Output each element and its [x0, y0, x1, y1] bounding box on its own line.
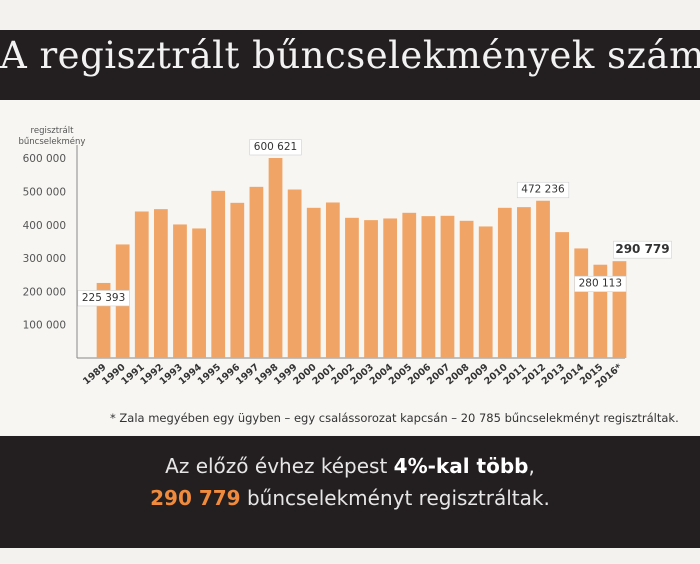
bar	[459, 220, 474, 358]
bar	[325, 202, 340, 358]
summary-number: 290 779	[150, 486, 241, 510]
bar	[402, 212, 417, 358]
data-label: 290 779	[615, 242, 669, 256]
data-label-box	[613, 240, 672, 259]
y-axis-label-line: regisztrált	[31, 126, 75, 136]
bar	[173, 224, 187, 358]
bar	[153, 209, 168, 358]
summary-line-2-rest: bűncselekményt regisztráltak.	[240, 486, 550, 510]
bar	[383, 218, 398, 358]
summary-percent: 4%-kal több	[393, 454, 529, 478]
y-tick-label: 400 000	[23, 220, 66, 232]
bar	[249, 186, 264, 358]
summary-line-1-post: ,	[528, 454, 535, 478]
y-tick-label: 600 000	[23, 153, 66, 165]
y-tick-label: 500 000	[23, 187, 66, 199]
chart-title: A regisztrált bűncselekmények száma	[0, 34, 700, 77]
bar	[497, 207, 512, 358]
y-tick-label: 200 000	[23, 286, 66, 298]
bar	[555, 232, 570, 358]
bar	[287, 189, 302, 358]
bar	[306, 207, 321, 358]
bar	[478, 226, 493, 358]
y-tick-label: 100 000	[23, 320, 66, 332]
bar	[230, 202, 245, 358]
bar	[612, 261, 627, 358]
bar	[440, 215, 455, 358]
bar	[134, 211, 149, 358]
data-label: 225 393	[82, 292, 125, 304]
footnote: * Zala megyében egy ügyben – egy csaláss…	[110, 411, 679, 425]
summary-band	[0, 436, 700, 548]
bar	[268, 157, 283, 358]
data-label: 600 621	[254, 141, 297, 153]
data-label: 472 236	[521, 184, 565, 196]
y-axis-label-line: bűncselekmény	[19, 136, 86, 147]
bar	[211, 190, 226, 358]
bar	[536, 200, 550, 358]
bar	[364, 220, 378, 358]
bar	[421, 216, 436, 358]
bar	[192, 228, 206, 358]
bar	[517, 207, 531, 358]
summary-line-1-pre: Az előző évhez képest	[165, 454, 394, 478]
bar	[574, 248, 589, 358]
y-tick-label: 300 000	[23, 253, 66, 265]
data-label: 280 113	[579, 278, 622, 290]
data-label-box	[574, 275, 627, 293]
bar	[345, 217, 359, 358]
data-label-box	[77, 290, 130, 307]
data-label-box	[516, 181, 570, 199]
data-label-box	[249, 139, 302, 156]
summary-line-2: 290 779 bűncselekményt regisztráltak.	[0, 486, 700, 510]
title-band	[0, 30, 700, 100]
summary-line-1: Az előző évhez képest 4%-kal több,	[0, 454, 700, 478]
